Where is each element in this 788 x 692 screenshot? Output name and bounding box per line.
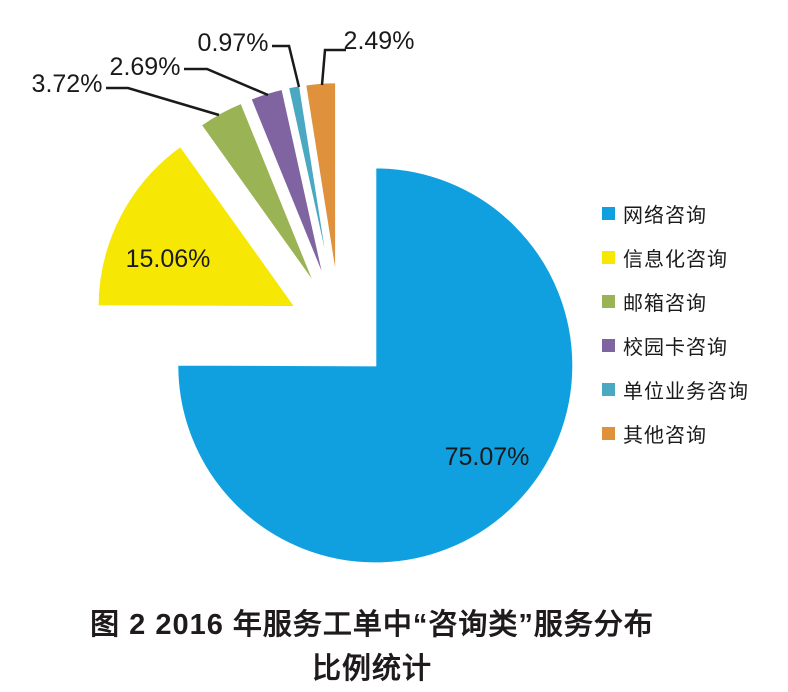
legend-item-单位业务咨询: 单位业务咨询 <box>602 367 749 411</box>
caption-line-1: 图 2 2016 年服务工单中“咨询类”服务分布 <box>90 609 654 641</box>
callout-label-邮箱咨询: 3.72% <box>32 70 103 98</box>
legend-swatch-icon <box>602 426 615 440</box>
legend-label: 邮箱咨询 <box>623 292 707 315</box>
legend: 网络咨询信息化咨询邮箱咨询校园卡咨询单位业务咨询 其他咨询 <box>602 191 749 455</box>
pie-label-信息化咨询: 15.06% <box>126 245 211 273</box>
pie-label-网络咨询: 75.07% <box>445 443 530 471</box>
legend-item-网络咨询: 网络咨询 <box>602 191 749 235</box>
leader-line-其他咨询 <box>320 48 346 86</box>
pie-slice-邮箱咨询 <box>199 101 317 287</box>
legend-swatch-icon <box>602 250 615 264</box>
pie-slice-网络咨询 <box>176 166 575 565</box>
caption-line-2: 比例统计 <box>311 653 432 685</box>
legend-swatch-icon <box>602 294 615 308</box>
callout-label-校园卡咨询: 2.69% <box>110 53 181 81</box>
leader-line-单位业务咨询 <box>272 44 301 88</box>
legend-swatch-icon <box>602 338 615 352</box>
leader-line-邮箱咨询 <box>106 86 220 117</box>
legend-label: 网络咨询 <box>623 204 707 227</box>
legend-swatch-icon <box>602 382 615 396</box>
pie-slice-信息化咨询 <box>96 144 298 309</box>
legend-swatch-icon <box>602 206 615 220</box>
legend-item-信息化咨询: 信息化咨询 <box>602 235 749 279</box>
legend-item-其他咨询: 其他咨询 <box>602 411 749 455</box>
callout-label-单位业务咨询: 0.97% <box>198 29 269 57</box>
callout-label-其他咨询: 2.49% <box>344 27 415 55</box>
leader-lines <box>106 44 346 117</box>
pie-slice-单位业务咨询 <box>286 84 332 282</box>
figure-caption: 图 2 2016 年服务工单中“咨询类”服务分布 比例统计 <box>0 603 744 691</box>
data-labels: 75.07% 15.06% 3.72%2.69% 0.97% 2.49% <box>32 27 530 471</box>
leader-line-校园卡咨询 <box>184 67 269 97</box>
legend-label: 信息化咨询 <box>623 248 728 271</box>
legend-label: 单位业务咨询 <box>623 380 749 403</box>
legend-label: 校园卡咨询 <box>623 336 728 359</box>
pie-slice-其他咨询 <box>304 81 338 281</box>
legend-label: 其他咨询 <box>623 424 707 447</box>
pie-slices <box>96 81 575 565</box>
legend-item-邮箱咨询: 邮箱咨询 <box>602 279 749 323</box>
legend-item-校园卡咨询: 校园卡咨询 <box>602 323 749 367</box>
